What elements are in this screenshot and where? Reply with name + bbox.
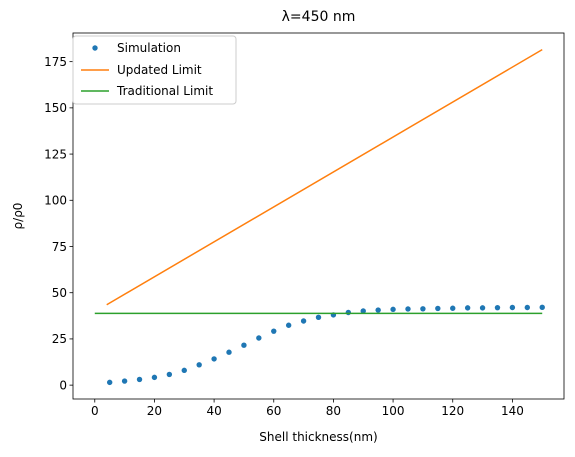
x-tick-label: 60 xyxy=(266,404,281,418)
data-point-simulation xyxy=(226,349,232,355)
data-point-simulation xyxy=(539,304,545,311)
ticks-layer: 0 20 40 60 80 100 120 140 0 25 50 75 100 125 150 175 xyxy=(44,55,524,418)
data-point-simulation xyxy=(420,306,426,312)
data-point-simulation xyxy=(315,314,322,320)
legend-marker-simulation xyxy=(92,45,98,51)
data-point-simulation xyxy=(524,304,531,311)
y-tick-label: 25 xyxy=(52,332,67,346)
data-point-simulation xyxy=(151,374,158,381)
data-point-simulation xyxy=(121,378,128,384)
x-tick-label: 40 xyxy=(206,404,221,418)
legend: Simulation Updated Limit Traditional Lim… xyxy=(72,35,237,105)
data-point-simulation xyxy=(360,308,366,314)
data-point-simulation xyxy=(435,305,441,312)
chart-title: λ=450 nm xyxy=(282,9,356,25)
data-point-simulation xyxy=(509,304,516,311)
data-point-simulation xyxy=(405,306,411,312)
y-tick-label: 0 xyxy=(59,378,67,392)
series-simulation xyxy=(106,304,545,386)
legend-label-traditional-limit: Traditional Limit xyxy=(116,84,213,98)
data-point-simulation xyxy=(136,376,143,383)
data-point-simulation xyxy=(390,306,396,313)
x-tick-label: 140 xyxy=(501,404,524,418)
x-tick-label: 80 xyxy=(326,404,341,418)
y-tick-label: 175 xyxy=(44,55,67,69)
y-tick-label: 100 xyxy=(44,194,67,208)
y-tick-label: 50 xyxy=(52,286,67,300)
data-point-simulation xyxy=(494,304,501,311)
data-point-simulation xyxy=(285,322,292,328)
data-point-simulation xyxy=(450,305,456,311)
data-point-simulation xyxy=(106,379,113,386)
data-point-simulation xyxy=(256,335,262,341)
data-point-simulation xyxy=(479,305,486,311)
y-tick-label: 150 xyxy=(44,101,67,115)
data-point-simulation xyxy=(464,305,471,311)
data-point-simulation xyxy=(271,328,277,334)
data-point-simulation xyxy=(196,362,202,368)
series-updated-limit xyxy=(106,48,543,306)
x-tick-label: 100 xyxy=(382,404,405,418)
plot-frame xyxy=(72,32,565,400)
data-point-simulation xyxy=(300,318,307,324)
series-line-updated-limit xyxy=(106,48,543,306)
x-axis-label: Shell thickness(nm) xyxy=(259,430,377,444)
data-point-simulation xyxy=(375,307,381,313)
legend-label-simulation: Simulation xyxy=(117,41,181,55)
data-point-simulation xyxy=(181,367,187,374)
data-point-simulation xyxy=(345,309,352,316)
legend-label-updated-limit: Updated Limit xyxy=(117,63,202,77)
legend-box xyxy=(72,35,237,105)
y-axis-label: ρ/ρ0 xyxy=(11,203,25,230)
series-layer xyxy=(94,48,545,386)
x-tick-label: 0 xyxy=(91,404,99,418)
data-point-simulation xyxy=(241,342,247,348)
x-tick-label: 120 xyxy=(441,404,464,418)
data-point-simulation xyxy=(166,371,173,378)
x-tick-label: 20 xyxy=(147,404,162,418)
y-tick-label: 125 xyxy=(44,147,67,161)
y-tick-label: 75 xyxy=(52,240,67,254)
data-point-simulation xyxy=(211,356,217,362)
